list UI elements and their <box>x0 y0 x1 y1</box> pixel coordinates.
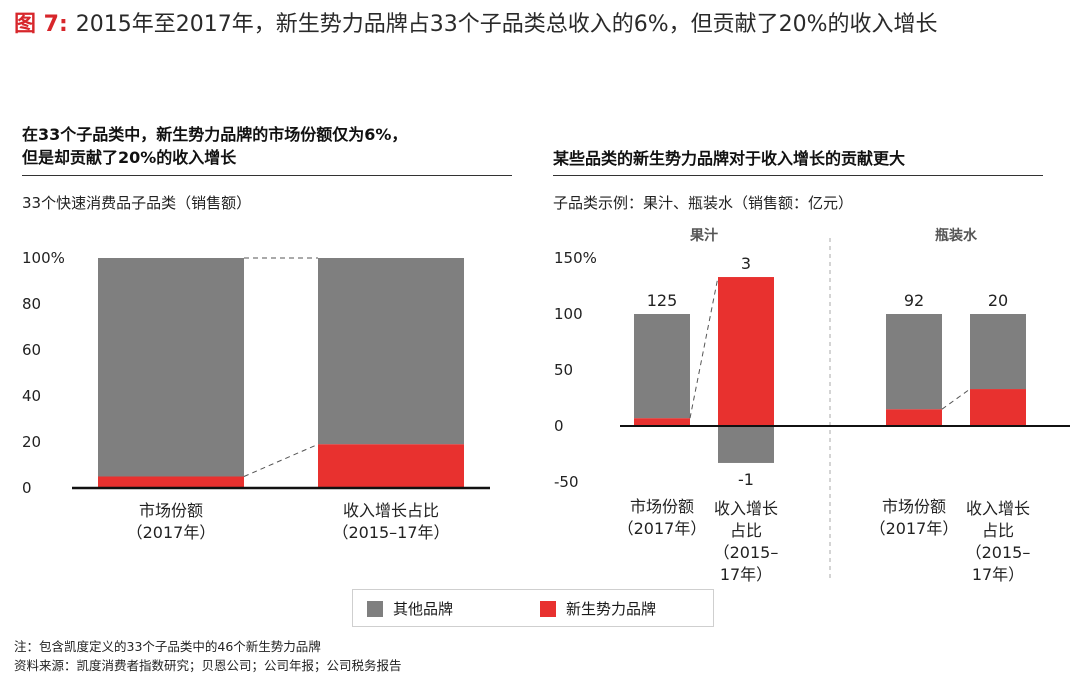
bar-segment-new <box>634 418 690 426</box>
bar-segment-other <box>634 314 690 419</box>
category-label: 17年） <box>972 565 1024 584</box>
legend-label-other: 其他品牌 <box>393 600 454 618</box>
y-tick-label: 0 <box>554 417 564 435</box>
bar-segment-other <box>98 258 244 477</box>
y-tick-label: -50 <box>554 473 579 491</box>
y-tick-label: 80 <box>22 295 41 313</box>
category-label: 占比 <box>982 521 1014 540</box>
connector-new <box>689 276 719 419</box>
group-label: 瓶装水 <box>935 227 978 244</box>
figure-label: 图 7: <box>14 12 68 37</box>
bar-total-label: 125 <box>647 291 678 310</box>
y-tick-label: 150% <box>554 249 597 267</box>
y-tick-label: 100% <box>22 249 65 267</box>
bar-total-label: 3 <box>741 254 751 273</box>
footnote-source: 资料来源：凯度消费者指数研究；贝恩公司；公司年报；公司税务报告 <box>14 658 402 673</box>
category-label: 17年） <box>720 565 772 584</box>
right-panel-subtitle: 子品类示例：果汁、瓶装水（销售额：亿元） <box>553 194 854 212</box>
left-panel-title-line2: 但是却贡献了20%的收入增长 <box>22 148 237 167</box>
group-label: 果汁 <box>689 227 718 244</box>
category-label: 市场份额 <box>630 497 694 516</box>
category-label: （2015–17年） <box>332 523 449 542</box>
category-label: 占比 <box>730 521 762 540</box>
category-label: （2015– <box>966 543 1031 562</box>
category-label: 收入增长 <box>966 499 1030 518</box>
y-tick-label: 20 <box>22 433 41 451</box>
category-label: 市场份额 <box>882 497 946 516</box>
y-tick-label: 50 <box>554 361 573 379</box>
left-stacked-bar-chart: 100% 80 60 40 20 0 市场份额 （2017年） 收入增长占比 （2015–17年） <box>22 249 490 542</box>
legend-swatch-other <box>367 601 383 617</box>
connector-new <box>243 443 319 477</box>
left-panel-title-line1: 在33个子品类中，新生势力品牌的市场份额仅为6%， <box>22 125 408 144</box>
legend-label-new: 新生势力品牌 <box>566 600 657 618</box>
connector-new <box>941 388 971 410</box>
category-label: （2015– <box>714 543 779 562</box>
bar-negative-label: -1 <box>738 470 754 489</box>
footnote-note: 注：包含凯度定义的33个子品类中的46个新生势力品牌 <box>14 639 321 654</box>
bar-segment-new <box>318 444 464 488</box>
category-label: 收入增长 <box>714 499 778 518</box>
left-panel-subtitle: 33个快速消费品子品类（销售额） <box>22 194 252 212</box>
y-tick-label: 0 <box>22 479 32 497</box>
left-panel-title: 在33个子品类中，新生势力品牌的市场份额仅为6%， 但是却贡献了20%的收入增长 <box>22 123 407 169</box>
bar-segment-other <box>970 314 1026 390</box>
category-label: （2017年） <box>618 519 707 538</box>
figure-title-text: 2015年至2017年，新生势力品牌占33个子品类总收入的6%，但贡献了20%的… <box>75 12 938 37</box>
left-panel-rule <box>22 175 512 176</box>
right-panel-title: 某些品类的新生势力品牌对于收入增长的贡献更大 <box>553 149 906 168</box>
y-tick-label: 100 <box>554 305 583 323</box>
category-label: （2017年） <box>127 523 216 542</box>
bar-total-label: 92 <box>904 291 924 310</box>
right-stacked-bar-chart: 150% 100 50 0 -50 果汁 125 市场份额 （2017年） 3 -1 收入增长占比 （2… <box>554 227 1070 584</box>
figure-title: 图 7: 2015年至2017年，新生势力品牌占33个子品类总收入的6%，但贡献了… <box>14 6 938 38</box>
category-label: （2017年） <box>870 519 959 538</box>
bar-segment-other <box>886 314 942 410</box>
legend-swatch-new <box>540 601 556 617</box>
bar-segment-new <box>970 389 1026 426</box>
bar-segment-new <box>98 476 244 488</box>
bar-segment-other <box>318 258 464 445</box>
bar-segment-new <box>886 409 942 426</box>
category-label: 市场份额 <box>139 501 203 520</box>
y-tick-label: 40 <box>22 387 41 405</box>
legend: 其他品牌 新生势力品牌 <box>352 589 714 627</box>
bar-segment-new <box>718 277 774 426</box>
bar-total-label: 20 <box>988 291 1008 310</box>
category-label: 收入增长占比 <box>343 501 439 520</box>
bar-segment-other-negative <box>718 426 774 463</box>
right-panel-rule <box>553 175 1043 176</box>
y-tick-label: 60 <box>22 341 41 359</box>
